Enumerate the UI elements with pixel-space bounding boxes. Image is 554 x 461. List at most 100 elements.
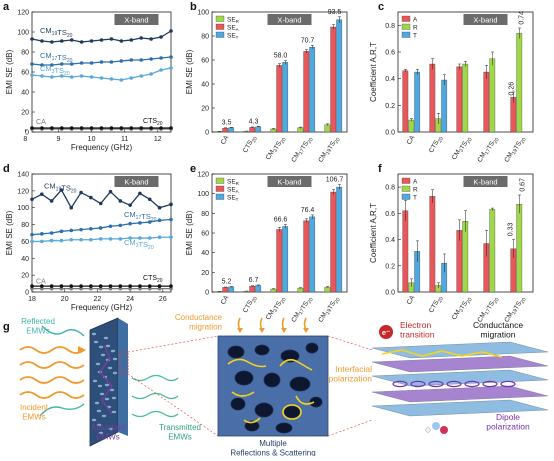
data-point [109,237,113,241]
legend-swatch [216,32,224,38]
label-sub: R [236,19,240,24]
y-tick-label: 0.2 [385,103,395,110]
y-tick-label: 60 [201,231,209,238]
x-tick-label: 22 [94,296,102,303]
label-part: A [41,119,46,126]
data-point [100,60,104,64]
data-point [40,232,44,236]
data-point [158,206,162,210]
label-part: 20 [466,137,474,145]
data-point [120,126,124,130]
label-part: 20 [437,136,445,144]
label-sub: A [236,27,239,32]
legend-swatch [216,16,224,22]
y-axis-label: Coefficient A,R,T [369,203,378,263]
data-point [89,238,93,242]
y-tick-label: 20 [201,106,209,113]
y-tick-label: 0.6 [385,211,395,218]
data-point [100,126,104,130]
y-tick-label: 0.8 [385,23,395,30]
data-point [169,235,173,239]
pore-hole [310,397,322,407]
legend-swatch [402,178,410,184]
data-point [79,191,83,195]
pore [92,333,96,335]
text-line: Absorbed [91,423,125,432]
panel-letter: g [3,321,10,333]
data-point [120,39,124,43]
legend-label: T [413,194,417,201]
data-point [99,202,103,206]
category-label: CM19TS20 [503,134,527,165]
y-tick-label: 0.2 [385,263,395,270]
data-point [80,126,84,130]
data-point [90,75,94,79]
data-point [149,57,153,61]
data-point [138,221,142,225]
data-point [30,73,34,77]
bar [255,285,260,292]
bar [255,127,260,132]
band-tag-label: X-band [277,16,301,25]
data-point [89,227,93,231]
data-point [110,77,114,81]
series-name: CM17TS20 [40,51,73,64]
panel-letter: d [3,163,10,175]
data-point [169,55,173,59]
series-name: CA [36,279,46,286]
material-layer [372,386,548,402]
y-axis-label: EMI SE (dB) [185,210,194,255]
text-line: Conductance [473,320,523,330]
data-point [109,224,113,228]
label-part: CM [44,181,56,190]
pore-hole [255,403,273,417]
bar [430,64,435,132]
bar [331,192,336,292]
pore [98,385,102,387]
data-point [148,236,152,240]
data-point [50,199,54,203]
data-point [148,197,152,201]
y-axis-label: Coefficient A,R,T [369,42,378,102]
label-part: 20 [334,137,342,145]
arrow-head [303,328,309,333]
text-line: EMWs [26,327,50,336]
pore-hole [231,398,245,410]
data-label: 3.5 [222,119,232,126]
label-sub: R [236,181,240,186]
y-tick-label: 120 [197,172,209,179]
y-tick-label: 0.8 [385,185,395,192]
data-point [50,239,54,243]
bar [298,288,303,292]
zoom-line [328,336,372,350]
data-point [169,29,173,33]
dipole-ring [501,381,515,386]
legend-label: A [413,178,418,185]
label-part: 20 [157,121,163,127]
bar [336,187,341,292]
data-point [50,231,54,235]
data-point [158,219,162,223]
data-point [79,228,83,232]
data-point [50,126,54,130]
data-point [109,284,113,288]
x-tick-label: 11 [121,136,128,143]
bar [309,217,314,292]
data-point [30,37,34,41]
series-name: CM19TS20 [40,26,73,39]
label-part: 20 [280,137,288,145]
band-tag-label: K-band [473,178,497,187]
y-tick-label: 100 [17,30,29,37]
data-point [99,226,103,230]
label-part: CM [124,238,136,247]
pore-hole [228,346,244,358]
data-point [79,238,83,242]
data-label: 6.7 [249,277,259,284]
y-tick-label: 0.0 [385,130,395,137]
bar [309,47,314,132]
